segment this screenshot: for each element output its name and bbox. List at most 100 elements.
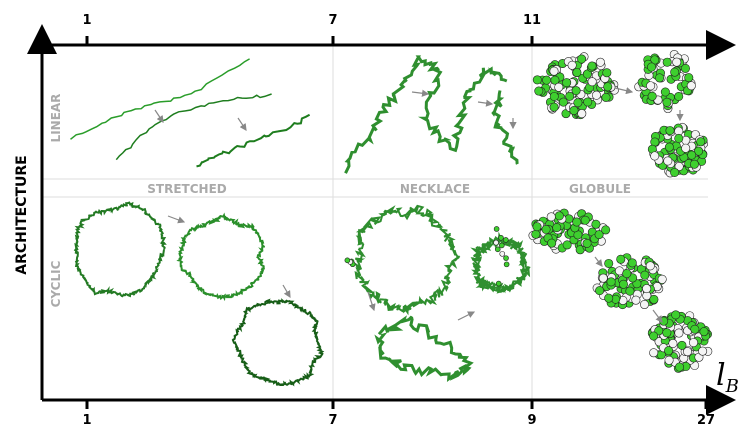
row-label: LINEAR (49, 94, 63, 143)
monomer (650, 295, 658, 303)
monomer (547, 213, 555, 221)
monomer (559, 98, 567, 106)
monomer (555, 212, 563, 220)
monomer (649, 332, 657, 340)
monomer (646, 262, 654, 270)
monomer (592, 220, 600, 228)
monomer (666, 126, 674, 134)
polymer-chain (377, 317, 471, 379)
monomer (646, 82, 654, 90)
monomer (588, 78, 596, 86)
monomer (573, 68, 581, 76)
monomer (670, 168, 678, 176)
monomer (542, 76, 550, 84)
monomer (665, 143, 673, 151)
monomer (672, 311, 680, 319)
monomer (494, 226, 499, 231)
polymer-renderings (71, 50, 712, 385)
monomer (596, 58, 604, 66)
monomer (691, 325, 699, 333)
arrow (155, 110, 163, 122)
monomer (550, 67, 558, 75)
top-tick-label: 11 (523, 13, 541, 28)
polymer-chain (346, 57, 507, 173)
monomer (655, 74, 663, 82)
arrow (478, 102, 492, 104)
monomer (563, 241, 571, 249)
arrow (283, 285, 290, 297)
monomer (504, 256, 509, 261)
monomer (494, 240, 499, 245)
monomer (698, 347, 706, 355)
monomer (675, 92, 683, 100)
arrow (595, 257, 602, 266)
polymer-chain (197, 115, 310, 167)
monomer (688, 151, 696, 159)
monomer (574, 99, 582, 107)
monomer (642, 284, 650, 292)
monomer (533, 222, 541, 230)
monomer (581, 216, 589, 224)
monomer (495, 247, 500, 252)
monomer (640, 300, 648, 308)
monomer (555, 83, 563, 91)
monomer (632, 296, 640, 304)
monomer (603, 69, 611, 77)
monomer (568, 61, 576, 69)
x-axis-symbol: l (716, 358, 726, 393)
monomer (498, 235, 503, 240)
monomer (496, 281, 501, 286)
monomer (664, 346, 672, 354)
monomer (595, 286, 603, 294)
polymer-chain (75, 203, 165, 297)
arrow (458, 312, 474, 320)
monomer (690, 160, 698, 168)
monomer (661, 88, 669, 96)
monomer (553, 223, 561, 231)
monomer (547, 239, 555, 247)
axes (42, 30, 730, 409)
monomer (592, 91, 600, 99)
monomer (584, 98, 592, 106)
monomer (675, 329, 683, 337)
monomer (678, 341, 686, 349)
monomer (647, 63, 655, 71)
monomer (573, 218, 581, 226)
monomer (504, 262, 509, 267)
monomer (599, 274, 607, 282)
monomer (570, 106, 578, 114)
bottom-tick-label: 1 (82, 413, 91, 428)
regime-label: GLOBULE (569, 182, 631, 196)
figure: 1 7 11 1 7 9 27 ARCHITECTURE LINEAR CYCL… (0, 0, 740, 429)
monomer (649, 349, 657, 357)
monomer (601, 226, 609, 234)
y-axis-label: ARCHITECTURE (14, 155, 30, 274)
x-axis-label: lB (716, 358, 739, 397)
monomer (675, 134, 683, 142)
polymer-chain (355, 206, 459, 312)
monomer (562, 78, 570, 86)
arrow (412, 92, 428, 94)
polymer-chain (233, 300, 323, 385)
top-tick-label: 1 (82, 13, 91, 28)
monomer (675, 363, 683, 371)
monomer (658, 275, 666, 283)
monomer (673, 58, 681, 66)
bottom-tick-label: 9 (527, 413, 536, 428)
monomer (663, 58, 671, 66)
monomer (602, 93, 610, 101)
monomer (572, 86, 580, 94)
monomer (689, 338, 697, 346)
arrow (168, 216, 184, 222)
monomer (532, 230, 540, 238)
monomer (607, 278, 615, 286)
top-tick-label: 7 (328, 13, 337, 28)
monomer (685, 73, 693, 81)
polymer-chain (116, 94, 271, 160)
monomer (663, 329, 671, 337)
monomer (550, 103, 558, 111)
regime-label: STRETCHED (147, 182, 226, 196)
bottom-tick-label: 27 (697, 413, 715, 428)
monomer (628, 259, 636, 267)
monomer (499, 243, 504, 248)
